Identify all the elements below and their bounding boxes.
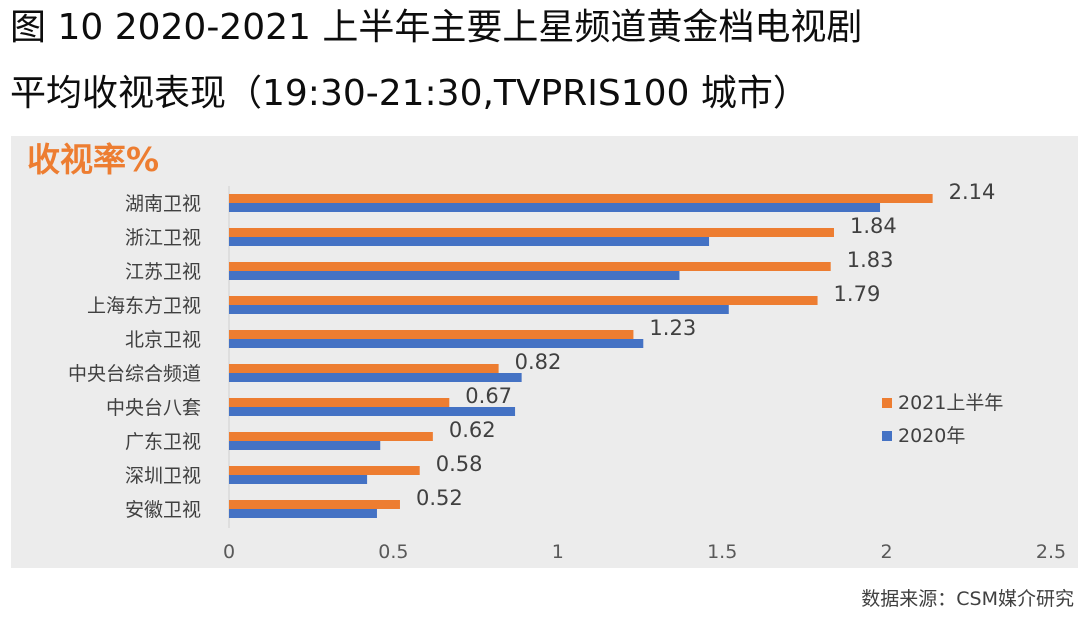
chart-ylabel: 收视率%	[27, 140, 160, 179]
category-label: 北京卫视	[125, 329, 201, 351]
data-label: 0.82	[515, 350, 562, 374]
bar-series2	[229, 475, 368, 484]
legend-label: 2020年	[898, 425, 965, 447]
x-tick-label: 1.5	[707, 541, 737, 563]
data-label: 0.52	[416, 486, 463, 510]
source-note: 数据来源：CSM媒介研究	[861, 588, 1074, 610]
bar-series2	[229, 373, 522, 382]
figure-title-line1: 图 10 2020-2021 上半年主要上星频道黄金档电视剧	[10, 7, 863, 48]
category-label: 深圳卫视	[125, 465, 201, 487]
bar-series1	[229, 500, 400, 509]
category-label: 上海东方卫视	[87, 295, 201, 317]
legend-label: 2021上半年	[898, 392, 1003, 414]
category-label: 中央台八套	[106, 397, 201, 419]
data-label: 0.62	[449, 418, 496, 442]
bar-series1	[229, 364, 499, 373]
data-label: 1.83	[847, 248, 894, 272]
category-label: 浙江卫视	[125, 227, 201, 249]
data-label: 1.23	[649, 316, 696, 340]
bar-series1	[229, 398, 450, 407]
bar-chart: 湖南卫视 2.14 浙江卫视 1.84 江苏卫视 1.83 上海东方卫视 1.79 北京卫视 1.…	[68, 180, 1066, 563]
x-tick-label: 2	[881, 541, 893, 563]
bar-series1	[229, 262, 831, 271]
bar-series2	[229, 407, 516, 416]
category-label: 湖南卫视	[125, 193, 201, 215]
data-label: 0.67	[465, 384, 512, 408]
bar-series1	[229, 330, 634, 339]
legend-swatch	[882, 398, 892, 408]
bar-series1	[229, 466, 420, 475]
bar-series2	[229, 339, 644, 348]
bar-series1	[229, 296, 818, 305]
x-tick-label: 2.5	[1036, 541, 1066, 563]
figure-title-line2: 平均收视表现（19:30-21:30,TVPRIS100 城市）	[10, 73, 809, 114]
bar-series2	[229, 509, 377, 518]
data-label: 1.79	[834, 282, 881, 306]
x-tick-label: 0.5	[378, 541, 408, 563]
legend-swatch	[882, 431, 892, 441]
bar-series1	[229, 194, 933, 203]
data-label: 0.58	[436, 452, 483, 476]
chart-panel: 收视率% 湖南卫视 2.14 浙江卫视 1.84 江苏卫视 1.83 上海东方卫视 1.79 北…	[11, 136, 1078, 568]
bar-series2	[229, 305, 729, 314]
x-tick-label: 1	[552, 541, 564, 563]
data-label: 1.84	[850, 214, 897, 238]
bar-series2	[229, 271, 680, 280]
category-label: 江苏卫视	[125, 261, 201, 283]
bar-series2	[229, 203, 881, 212]
x-tick-label: 0	[223, 541, 235, 563]
category-label: 中央台综合频道	[68, 363, 201, 385]
bar-series1	[229, 228, 834, 237]
bar-series1	[229, 432, 433, 441]
bar-series2	[229, 237, 710, 246]
category-label: 安徽卫视	[125, 499, 201, 521]
bar-series2	[229, 441, 381, 450]
category-label: 广东卫视	[125, 431, 201, 453]
data-label: 2.14	[949, 180, 996, 204]
